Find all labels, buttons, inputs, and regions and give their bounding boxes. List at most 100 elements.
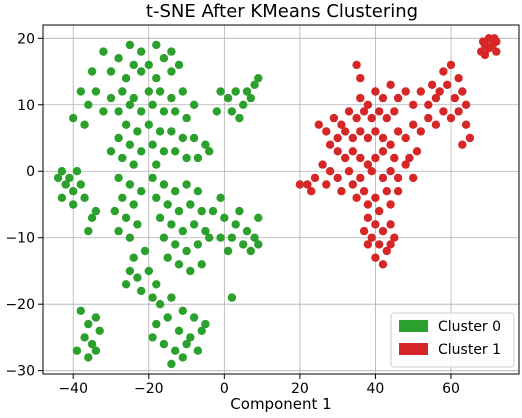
cluster-0-point <box>80 333 89 342</box>
cluster-1-point <box>382 246 391 256</box>
cluster-0-point <box>80 193 89 202</box>
cluster-1-point <box>386 200 395 209</box>
cluster-1-point <box>303 180 312 189</box>
cluster-0-point <box>152 160 161 169</box>
cluster-0-point <box>182 339 191 349</box>
cluster-0-point <box>140 246 150 256</box>
cluster-0-point <box>174 326 184 335</box>
cluster-1-point <box>375 206 384 216</box>
cluster-1-point <box>378 147 388 156</box>
cluster-1-point <box>416 87 425 96</box>
cluster-1-point <box>416 127 425 136</box>
y-tick-label: 0 <box>26 164 35 180</box>
cluster-0-point <box>254 213 263 222</box>
cluster-0-point <box>216 233 225 242</box>
cluster-0-point <box>87 67 97 76</box>
cluster-0-point <box>137 147 146 156</box>
cluster-0-point <box>72 346 82 355</box>
cluster-0-point <box>174 260 184 269</box>
cluster-0-point <box>152 319 161 329</box>
cluster-1-point <box>371 87 380 96</box>
x-tick-label: 60 <box>442 381 460 397</box>
cluster-0-point <box>159 233 169 242</box>
cluster-1-point <box>310 173 320 183</box>
cluster-0-point <box>182 153 191 163</box>
cluster-0-point <box>57 167 67 176</box>
cluster-0-point <box>129 160 138 169</box>
cluster-0-point <box>114 173 123 183</box>
cluster-0-point <box>133 220 142 229</box>
cluster-0-point <box>159 107 169 116</box>
cluster-1-point <box>431 120 441 129</box>
cluster-1-point <box>348 133 357 143</box>
cluster-0-point <box>69 200 78 209</box>
cluster-0-point <box>163 313 172 322</box>
cluster-0-point <box>231 220 240 229</box>
y-tick-label: −10 <box>5 231 35 247</box>
cluster-0-point <box>163 253 172 262</box>
cluster-1-point <box>325 167 335 176</box>
cluster-1-point <box>363 200 373 209</box>
cluster-1-point <box>295 180 305 189</box>
cluster-1-point <box>378 260 388 269</box>
cluster-0-point <box>239 240 248 249</box>
cluster-0-point <box>163 200 172 209</box>
cluster-0-point <box>80 120 89 129</box>
cluster-1-point <box>333 133 342 143</box>
cluster-0-point <box>178 133 187 143</box>
cluster-1-point <box>386 167 395 176</box>
cluster-1-point <box>363 133 373 143</box>
cluster-1-point <box>409 120 418 129</box>
cluster-0-point <box>231 87 240 96</box>
cluster-1-point <box>465 133 475 143</box>
cluster-1-point <box>393 93 403 103</box>
cluster-0-point <box>125 233 135 242</box>
cluster-1-point <box>375 240 384 249</box>
cluster-0-point <box>137 47 146 56</box>
x-axis-label: Component 1 <box>230 395 331 413</box>
cluster-1-point <box>378 173 388 183</box>
cluster-1-point <box>409 100 418 110</box>
y-tick-label: −20 <box>5 297 35 313</box>
cluster-0-point <box>182 180 191 189</box>
cluster-0-point <box>72 167 82 176</box>
cluster-1-point <box>424 100 433 110</box>
cluster-1-point <box>344 167 354 176</box>
cluster-1-point <box>401 133 410 143</box>
cluster-0-point <box>254 74 263 83</box>
cluster-1-point <box>424 113 433 123</box>
cluster-1-point <box>435 87 444 96</box>
cluster-0-point <box>193 153 203 163</box>
cluster-1-point <box>401 160 410 169</box>
legend-label-cluster-1: Cluster 1 <box>438 342 501 358</box>
cluster-1-point <box>341 153 350 163</box>
cluster-0-point <box>148 140 157 149</box>
cluster-0-point <box>155 300 165 309</box>
cluster-1-point <box>348 180 357 189</box>
scatter-points <box>53 34 501 369</box>
cluster-0-point <box>227 233 237 242</box>
cluster-0-point <box>178 87 187 96</box>
cluster-1-point <box>492 37 501 46</box>
cluster-0-point <box>110 206 120 216</box>
cluster-1-point <box>405 153 414 163</box>
cluster-1-point <box>348 147 357 156</box>
cluster-0-point <box>91 87 101 96</box>
cluster-0-point <box>186 266 195 276</box>
cluster-0-point <box>84 353 93 362</box>
cluster-0-point <box>106 147 116 156</box>
cluster-0-point <box>197 206 206 216</box>
cluster-0-point <box>171 187 180 196</box>
cluster-0-point <box>129 253 138 262</box>
cluster-0-point <box>125 100 135 110</box>
cluster-0-point <box>193 240 203 249</box>
cluster-1-point <box>378 93 388 103</box>
cluster-0-point <box>125 140 135 149</box>
cluster-0-point <box>167 93 176 103</box>
cluster-1-point <box>359 107 369 116</box>
cluster-1-point <box>322 180 331 189</box>
cluster-0-point <box>106 93 116 103</box>
cluster-1-point <box>352 193 361 202</box>
cluster-0-point <box>182 246 191 256</box>
